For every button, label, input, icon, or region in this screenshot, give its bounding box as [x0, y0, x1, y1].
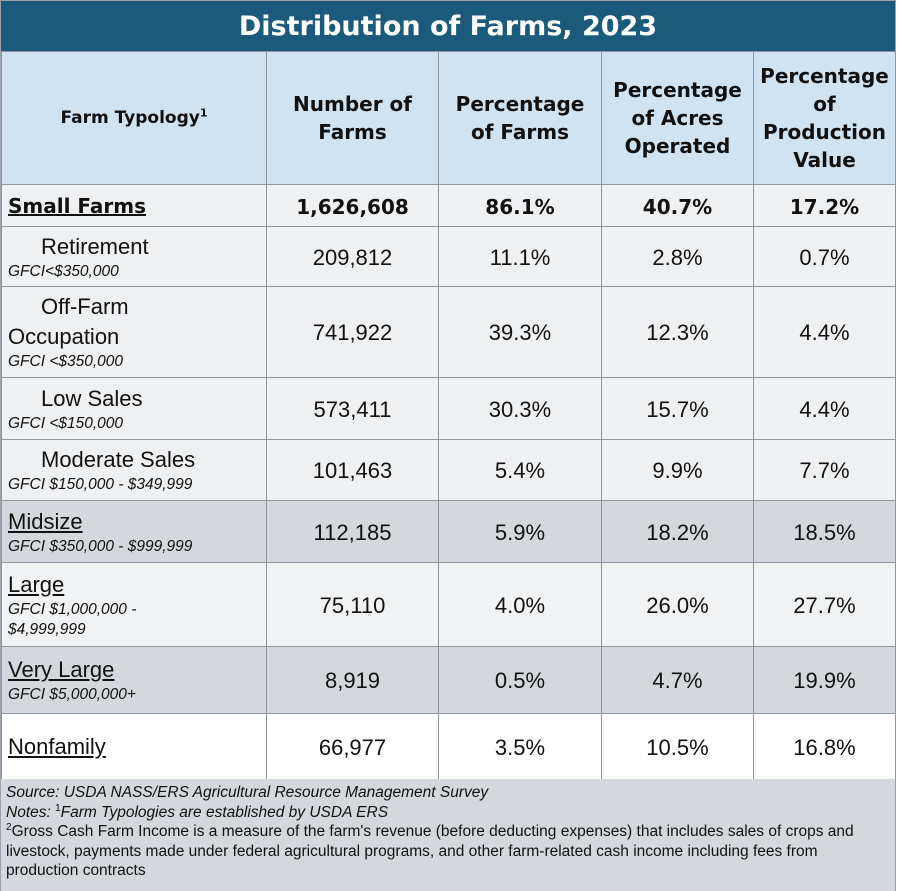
footnotes: Source: USDA NASS/ERS Agricultural Resou… — [1, 779, 895, 891]
cell-number: 1,626,608 — [266, 184, 439, 227]
cell-pct-value: 4.4% — [753, 286, 896, 378]
table-row-very-large: Very Large GFCI $5,000,000+ 8,919 0.5% 4.… — [1, 646, 896, 714]
cell-number: 101,463 — [266, 439, 439, 501]
cell-pct-farms: 0.5% — [438, 646, 602, 714]
cell-pct-farms: 86.1% — [438, 184, 602, 227]
cell-pct-value: 18.5% — [753, 500, 896, 563]
row-label: Moderate Sales GFCI $150,000 - $349,999 — [1, 439, 267, 501]
header-percentage-of-acres: Percentage of Acres Operated — [601, 51, 754, 185]
cell-pct-acres: 2.8% — [601, 226, 754, 287]
cell-pct-farms: 30.3% — [438, 377, 602, 440]
cell-pct-acres: 40.7% — [601, 184, 754, 227]
cell-pct-farms: 5.4% — [438, 439, 602, 501]
header-row: Farm Typology1 Number of Farms Percentag… — [1, 51, 896, 185]
row-label: Large GFCI $1,000,000 - $4,999,999 — [1, 562, 267, 647]
cell-pct-acres: 15.7% — [601, 377, 754, 440]
table-row-retirement: Retirement GFCI<$350,000 209,812 11.1% 2.… — [1, 226, 896, 287]
source-note: Source: USDA NASS/ERS Agricultural Resou… — [6, 784, 489, 801]
table-row-small-farms: Small Farms 1,626,608 86.1% 40.7% 17.2% — [1, 184, 896, 227]
cell-number: 741,922 — [266, 286, 439, 378]
cell-pct-farms: 5.9% — [438, 500, 602, 563]
cell-pct-farms: 39.3% — [438, 286, 602, 378]
row-label: Midsize GFCI $350,000 - $999,999 — [1, 500, 267, 563]
row-label: Small Farms — [1, 184, 267, 227]
header-number-of-farms: Number of Farms — [266, 51, 439, 185]
row-label: Retirement GFCI<$350,000 — [1, 226, 267, 287]
cell-pct-acres: 9.9% — [601, 439, 754, 501]
gfci-note: 2Gross Cash Farm Income is a measure of … — [6, 821, 854, 879]
table-title: Distribution of Farms, 2023 — [1, 1, 895, 51]
header-farm-typology: Farm Typology1 — [1, 51, 267, 185]
table-row-nonfamily: Nonfamily 66,977 3.5% 10.5% 16.8% — [1, 713, 896, 780]
cell-pct-value: 4.4% — [753, 377, 896, 440]
table-row-midsize: Midsize GFCI $350,000 - $999,999 112,185 … — [1, 500, 896, 563]
cell-number: 8,919 — [266, 646, 439, 714]
row-label: Low Sales GFCI <$150,000 — [1, 377, 267, 440]
cell-pct-value: 17.2% — [753, 184, 896, 227]
row-label: Off-Farm Occupation GFCI <$350,000 — [1, 286, 267, 378]
cell-pct-value: 27.7% — [753, 562, 896, 647]
cell-number: 66,977 — [266, 713, 439, 780]
cell-pct-acres: 18.2% — [601, 500, 754, 563]
table-row-off-farm-occupation: Off-Farm Occupation GFCI <$350,000 741,922… — [1, 286, 896, 378]
cell-pct-farms: 3.5% — [438, 713, 602, 780]
cell-pct-value: 16.8% — [753, 713, 896, 780]
farm-distribution-table: Farm Typology1 Number of Farms Percentag… — [1, 51, 896, 780]
row-label: Very Large GFCI $5,000,000+ — [1, 646, 267, 714]
cell-number: 573,411 — [266, 377, 439, 440]
cell-pct-value: 7.7% — [753, 439, 896, 501]
cell-number: 75,110 — [266, 562, 439, 647]
footnote-marker: 1 — [199, 106, 208, 120]
cell-number: 209,812 — [266, 226, 439, 287]
table-row-large: Large GFCI $1,000,000 - $4,999,999 75,110 … — [1, 562, 896, 647]
cell-pct-acres: 26.0% — [601, 562, 754, 647]
header-percentage-of-production-value: Percentage of Production Value — [753, 51, 896, 185]
typology-note: Notes: 1Farm Typologies are established … — [6, 802, 389, 821]
cell-pct-value: 19.9% — [753, 646, 896, 714]
table-row-low-sales: Low Sales GFCI <$150,000 573,411 30.3% 15… — [1, 377, 896, 440]
header-percentage-of-farms: Percentage of Farms — [438, 51, 602, 185]
table-row-moderate-sales: Moderate Sales GFCI $150,000 - $349,999 1… — [1, 439, 896, 501]
cell-pct-acres: 10.5% — [601, 713, 754, 780]
cell-pct-value: 0.7% — [753, 226, 896, 287]
cell-pct-farms: 11.1% — [438, 226, 602, 287]
row-label: Nonfamily — [1, 713, 267, 780]
cell-pct-farms: 4.0% — [438, 562, 602, 647]
cell-number: 112,185 — [266, 500, 439, 563]
cell-pct-acres: 4.7% — [601, 646, 754, 714]
cell-pct-acres: 12.3% — [601, 286, 754, 378]
